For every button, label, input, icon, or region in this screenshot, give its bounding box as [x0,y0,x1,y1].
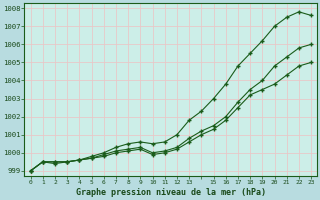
X-axis label: Graphe pression niveau de la mer (hPa): Graphe pression niveau de la mer (hPa) [76,188,266,197]
